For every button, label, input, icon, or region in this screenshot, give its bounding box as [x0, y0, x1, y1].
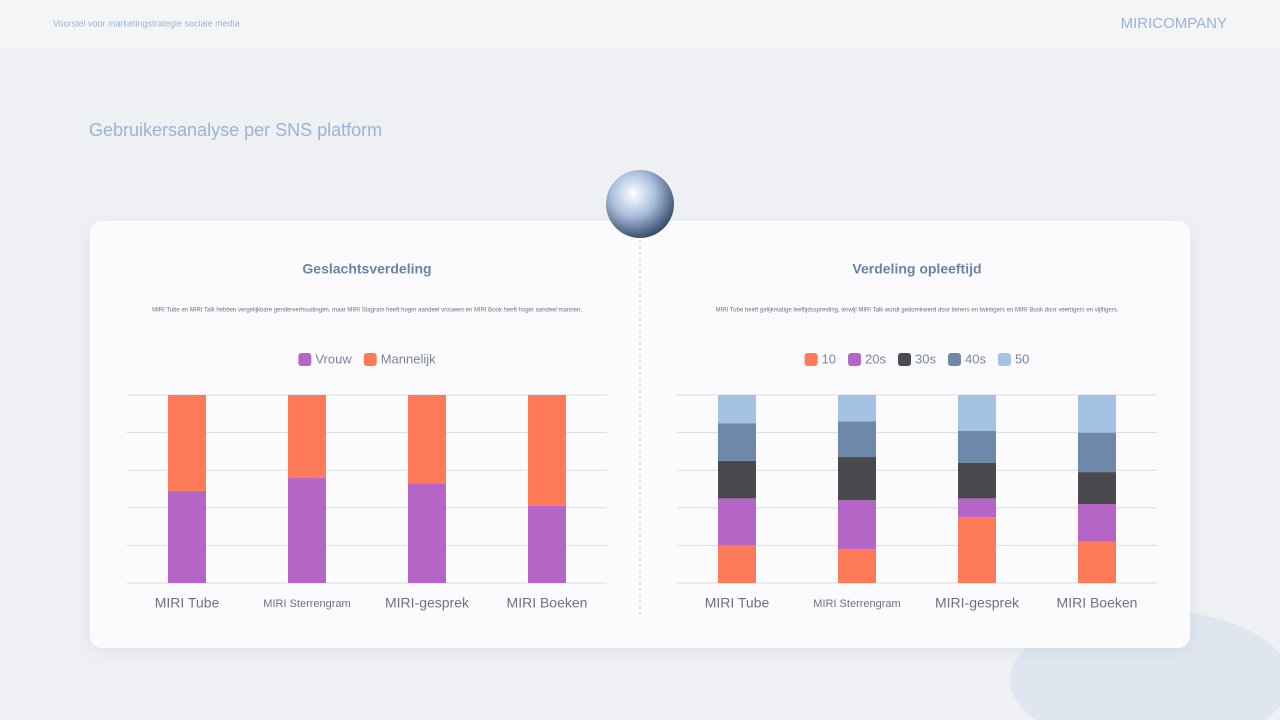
bar-segment	[408, 483, 446, 583]
bar-segment	[528, 505, 566, 583]
bar-segment	[1078, 395, 1116, 433]
x-tick-label: MIRI-gesprek	[385, 595, 470, 611]
x-tick-label: MIRI Sterrengram	[263, 598, 350, 610]
bar-segment	[168, 395, 206, 491]
x-tick-label: MIRI Boeken	[507, 595, 588, 611]
legend-swatch	[363, 353, 377, 366]
legend-swatch	[898, 353, 912, 366]
bar-segment	[718, 460, 756, 499]
bar-segment	[718, 545, 756, 583]
x-tick-label: MIRI Boeken	[1057, 595, 1138, 611]
bar-segment	[168, 490, 206, 583]
bar-segment	[288, 477, 326, 583]
legend-swatch	[804, 353, 818, 366]
header-subtitle: Voorstel voor marketingstrategie sociale…	[53, 18, 240, 28]
legend-swatch	[298, 353, 312, 366]
bar-segment	[408, 395, 446, 484]
bar-segment	[958, 430, 996, 463]
brand: MIRICOMPANY	[1121, 15, 1227, 32]
bar-segment	[288, 395, 326, 478]
bar-segment	[838, 549, 876, 583]
bar-segment	[958, 395, 996, 431]
x-tick-label: MIRI Tube	[155, 595, 220, 611]
legend-label: Vrouw	[315, 351, 352, 366]
bar-segment	[528, 395, 566, 506]
legend-swatch	[997, 353, 1011, 366]
x-tick-label: MIRI Tube	[705, 595, 770, 611]
bar-segment	[718, 395, 756, 424]
chart-title: Geslachtsverdeling	[302, 261, 431, 277]
bar-segment	[718, 423, 756, 461]
bar-segment	[1078, 541, 1116, 583]
legend-label: 40s	[965, 351, 986, 366]
legend-label: 10	[822, 351, 836, 366]
page-title: Gebruikersanalyse per SNS platform	[89, 120, 382, 140]
sphere	[606, 170, 674, 238]
bar-segment	[838, 421, 876, 458]
x-tick-label: MIRI-gesprek	[935, 595, 1020, 611]
bar-segment	[838, 457, 876, 501]
bar-segment	[958, 517, 996, 583]
bar-segment	[838, 500, 876, 550]
bar-segment	[1078, 432, 1116, 473]
bar-segment	[958, 498, 996, 518]
header-bar	[0, 0, 1280, 48]
chart-subtitle: MIRI Tube heeft gelijkmatige leeftijdssp…	[716, 308, 1119, 314]
legend-label: 20s	[865, 351, 886, 366]
legend-label: 30s	[915, 351, 936, 366]
chart-subtitle: MIRI Tube en MIRI Talk hebben vergelijkb…	[152, 308, 582, 314]
bar-segment	[718, 498, 756, 546]
bar-segment	[838, 395, 876, 422]
legend-swatch	[848, 353, 862, 366]
bar-segment	[958, 462, 996, 499]
bar-segment	[1078, 472, 1116, 505]
x-tick-label: MIRI Sterrengram	[813, 598, 900, 610]
bar-segment	[1078, 504, 1116, 542]
legend-label: 50	[1015, 351, 1029, 366]
legend-label: Mannelijk	[381, 351, 436, 366]
legend-swatch	[947, 353, 961, 366]
chart-title: Verdeling opleeftijd	[852, 261, 981, 277]
